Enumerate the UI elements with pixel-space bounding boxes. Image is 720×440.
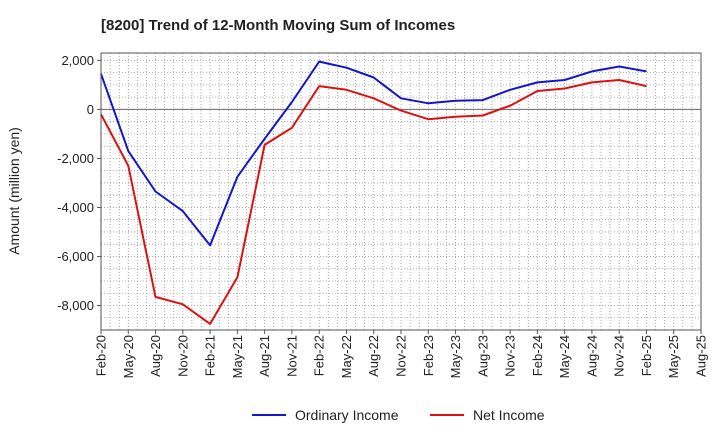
- legend-label-ordinary-income: Ordinary Income: [295, 407, 399, 423]
- y-tick-label: -8,000: [57, 298, 94, 313]
- legend: Ordinary Income Net Income: [252, 407, 545, 423]
- x-tick-label: Feb-22: [312, 335, 327, 376]
- x-axis-ticks: Feb-20 May-20 Aug-20 Nov-20 Feb-21 May-21 Aug-…: [94, 330, 709, 378]
- x-tick-label: Feb-25: [639, 335, 654, 376]
- grid: [101, 53, 701, 330]
- x-tick-label: Feb-21: [203, 335, 218, 376]
- x-tick-label: Feb-20: [94, 335, 109, 376]
- x-tick-label: Feb-24: [530, 335, 545, 376]
- x-tick-label: May-22: [339, 335, 354, 378]
- y-tick-label: -6,000: [57, 249, 94, 264]
- series-line-ordinary-income: [100, 60, 647, 247]
- x-tick-label: Nov-21: [284, 335, 299, 377]
- x-tick-label: Aug-21: [257, 335, 272, 377]
- legend-label-net-income: Net Income: [473, 407, 545, 423]
- x-tick-label: May-20: [121, 335, 136, 378]
- x-tick-label: May-25: [666, 335, 681, 378]
- x-tick-label: May-23: [448, 335, 463, 378]
- y-tick-label: 0: [87, 102, 94, 117]
- x-tick-label: Aug-24: [584, 335, 599, 377]
- x-tick-label: May-24: [557, 335, 572, 378]
- y-tick-label: -2,000: [57, 151, 94, 166]
- series-lines: [100, 60, 647, 325]
- x-tick-label: May-21: [230, 335, 245, 378]
- x-tick-label: Nov-23: [503, 335, 518, 377]
- x-tick-label: Feb-23: [421, 335, 436, 376]
- y-tick-label: 2,000: [61, 53, 94, 68]
- y-axis-title: Amount (million yen): [6, 127, 22, 255]
- x-tick-label: Aug-20: [148, 335, 163, 377]
- y-tick-label: -4,000: [57, 200, 94, 215]
- y-axis-ticks: 2,000 0 -2,000 -4,000 -6,000 -8,000: [57, 53, 101, 313]
- x-tick-label: Aug-25: [694, 335, 709, 377]
- x-tick-label: Nov-24: [612, 335, 627, 377]
- chart-title: [8200] Trend of 12-Month Moving Sum of I…: [101, 17, 455, 34]
- x-tick-label: Nov-22: [394, 335, 409, 377]
- x-tick-label: Aug-23: [475, 335, 490, 377]
- series-line-net-income: [100, 79, 647, 325]
- x-tick-label: Aug-22: [366, 335, 381, 377]
- x-tick-label: Nov-20: [175, 335, 190, 377]
